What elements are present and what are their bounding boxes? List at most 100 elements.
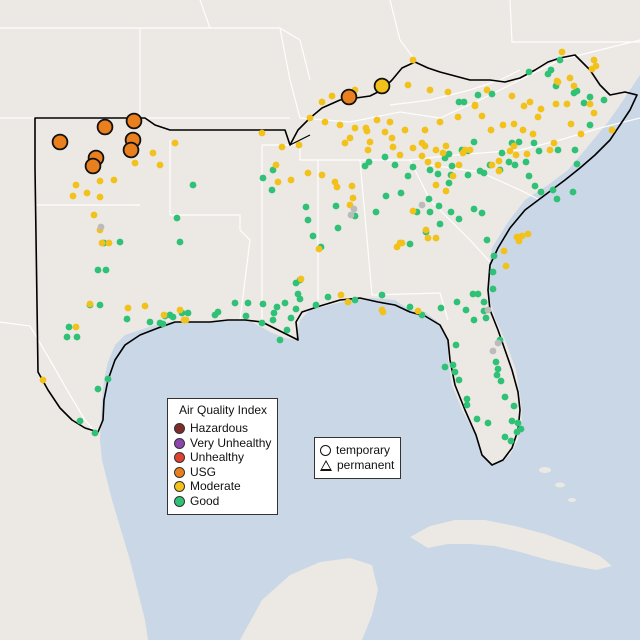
station-marker[interactable] (492, 358, 500, 366)
station-marker-temporary[interactable] (84, 157, 102, 175)
station-marker[interactable] (304, 216, 312, 224)
station-marker[interactable] (426, 86, 434, 94)
station-marker[interactable] (386, 118, 394, 126)
station-marker[interactable] (501, 393, 509, 401)
station-marker[interactable] (523, 150, 531, 158)
station-marker[interactable] (276, 336, 284, 344)
station-marker[interactable] (453, 298, 461, 306)
station-marker[interactable] (529, 130, 537, 138)
station-marker[interactable] (487, 126, 495, 134)
station-marker[interactable] (461, 146, 469, 154)
station-marker[interactable] (406, 240, 414, 248)
station-marker[interactable] (522, 158, 530, 166)
station-marker[interactable] (171, 139, 179, 147)
station-marker[interactable] (544, 70, 552, 78)
station-marker[interactable] (422, 226, 430, 234)
station-marker[interactable] (296, 295, 304, 303)
station-marker[interactable] (404, 81, 412, 89)
station-marker[interactable] (494, 365, 502, 373)
station-marker[interactable] (389, 143, 397, 151)
station-marker[interactable] (318, 98, 326, 106)
station-marker[interactable] (464, 171, 472, 179)
station-marker[interactable] (435, 202, 443, 210)
station-marker[interactable] (391, 161, 399, 169)
station-marker[interactable] (214, 308, 222, 316)
station-marker[interactable] (608, 126, 616, 134)
station-marker[interactable] (160, 311, 168, 319)
station-marker[interactable] (506, 147, 514, 155)
station-marker[interactable] (586, 121, 594, 129)
station-marker[interactable] (76, 417, 84, 425)
station-marker[interactable] (83, 189, 91, 197)
station-marker[interactable] (318, 171, 326, 179)
station-marker[interactable] (444, 88, 452, 96)
station-marker[interactable] (278, 143, 286, 151)
station-marker[interactable] (482, 314, 490, 322)
station-marker[interactable] (563, 100, 571, 108)
station-marker[interactable] (65, 323, 73, 331)
station-marker[interactable] (364, 146, 372, 154)
station-marker[interactable] (590, 56, 598, 64)
station-marker[interactable] (525, 172, 533, 180)
station-marker[interactable] (489, 347, 497, 355)
station-marker[interactable] (378, 306, 386, 314)
station-marker[interactable] (519, 126, 527, 134)
station-marker[interactable] (72, 181, 80, 189)
station-marker[interactable] (470, 316, 478, 324)
station-marker[interactable] (462, 306, 470, 314)
station-marker[interactable] (306, 114, 314, 122)
station-marker[interactable] (388, 134, 396, 142)
station-marker[interactable] (432, 234, 440, 242)
station-marker[interactable] (580, 99, 588, 107)
station-marker[interactable] (510, 120, 518, 128)
station-marker[interactable] (586, 93, 594, 101)
station-marker[interactable] (141, 302, 149, 310)
station-marker[interactable] (312, 301, 320, 309)
station-marker[interactable] (424, 158, 432, 166)
station-marker[interactable] (272, 161, 280, 169)
station-marker[interactable] (449, 361, 457, 369)
station-marker[interactable] (493, 371, 501, 379)
station-marker[interactable] (350, 205, 358, 213)
station-marker[interactable] (470, 205, 478, 213)
station-marker[interactable] (535, 147, 543, 155)
station-marker[interactable] (281, 299, 289, 307)
station-marker[interactable] (418, 139, 426, 147)
station-marker[interactable] (434, 170, 442, 178)
station-marker[interactable] (270, 309, 278, 317)
station-marker[interactable] (432, 146, 440, 154)
station-marker[interactable] (105, 239, 113, 247)
station-marker[interactable] (517, 425, 525, 433)
station-marker[interactable] (332, 202, 340, 210)
station-marker[interactable] (426, 166, 434, 174)
station-marker-temporary[interactable] (96, 118, 114, 136)
station-marker[interactable] (378, 291, 386, 299)
station-marker[interactable] (351, 124, 359, 132)
station-marker[interactable] (448, 162, 456, 170)
station-marker[interactable] (274, 178, 282, 186)
station-marker[interactable] (484, 306, 492, 314)
station-marker[interactable] (309, 232, 317, 240)
station-marker[interactable] (507, 437, 515, 445)
station-marker[interactable] (90, 211, 98, 219)
station-marker[interactable] (189, 181, 197, 189)
station-marker[interactable] (184, 309, 192, 317)
station-marker[interactable] (404, 172, 412, 180)
station-marker[interactable] (382, 192, 390, 200)
station-marker[interactable] (463, 395, 471, 403)
station-marker[interactable] (525, 68, 533, 76)
station-marker[interactable] (466, 146, 474, 154)
station-marker[interactable] (488, 90, 496, 98)
station-marker[interactable] (98, 239, 106, 247)
station-marker[interactable] (398, 239, 406, 247)
station-marker[interactable] (470, 138, 478, 146)
station-marker[interactable] (372, 208, 380, 216)
station-marker[interactable] (268, 186, 276, 194)
station-marker[interactable] (351, 296, 359, 304)
station-marker[interactable] (341, 139, 349, 147)
station-marker[interactable] (381, 153, 389, 161)
station-marker[interactable] (463, 401, 471, 409)
station-marker[interactable] (515, 138, 523, 146)
station-marker[interactable] (414, 307, 422, 315)
station-marker[interactable] (110, 176, 118, 184)
